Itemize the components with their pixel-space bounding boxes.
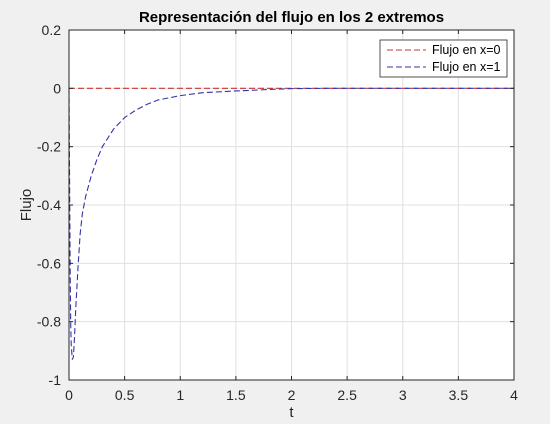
series-lines bbox=[68, 87, 514, 360]
x-tick-label: 2 bbox=[288, 387, 296, 403]
x-tick-label: 1.5 bbox=[226, 387, 246, 403]
axis-ticks bbox=[68, 29, 515, 381]
x-tick-label: 0 bbox=[65, 387, 73, 403]
y-tick-label: -0.4 bbox=[37, 197, 61, 213]
x-tick-label: 3.5 bbox=[449, 387, 469, 403]
y-tick-label: -0.8 bbox=[37, 314, 61, 330]
x-tick-label: 0.5 bbox=[115, 387, 135, 403]
x-tick-label: 3 bbox=[399, 387, 407, 403]
x-axis-label: t bbox=[289, 404, 294, 421]
legend-label-flujo-x0: Flujo en x=0 bbox=[432, 43, 500, 57]
legend-label-flujo-x1: Flujo en x=1 bbox=[432, 60, 500, 74]
legend-box bbox=[379, 39, 508, 78]
y-tick-label: -1 bbox=[49, 372, 62, 388]
x-tick-label: 2.5 bbox=[337, 387, 357, 403]
y-axis-label: Flujo bbox=[18, 189, 35, 222]
y-tick-label: 0.2 bbox=[42, 22, 62, 38]
tick-labels: 0 0.5 1 1.5 2 2.5 3 3.5 4 0.2 0 -0.2 -0.4 -0.6 -0.8 -1 bbox=[37, 22, 518, 403]
y-tick-label: 0 bbox=[53, 80, 61, 96]
y-tick-label: -0.6 bbox=[37, 255, 61, 271]
y-tick-label: -0.2 bbox=[37, 139, 61, 155]
chart-title: Representación del flujo en los 2 extrem… bbox=[139, 9, 444, 26]
x-tick-label: 1 bbox=[176, 387, 184, 403]
x-tick-label: 4 bbox=[510, 387, 518, 403]
series-line-flujo-x1 bbox=[68, 87, 514, 360]
legend: Flujo en x=0 Flujo en x=1 bbox=[379, 39, 508, 78]
